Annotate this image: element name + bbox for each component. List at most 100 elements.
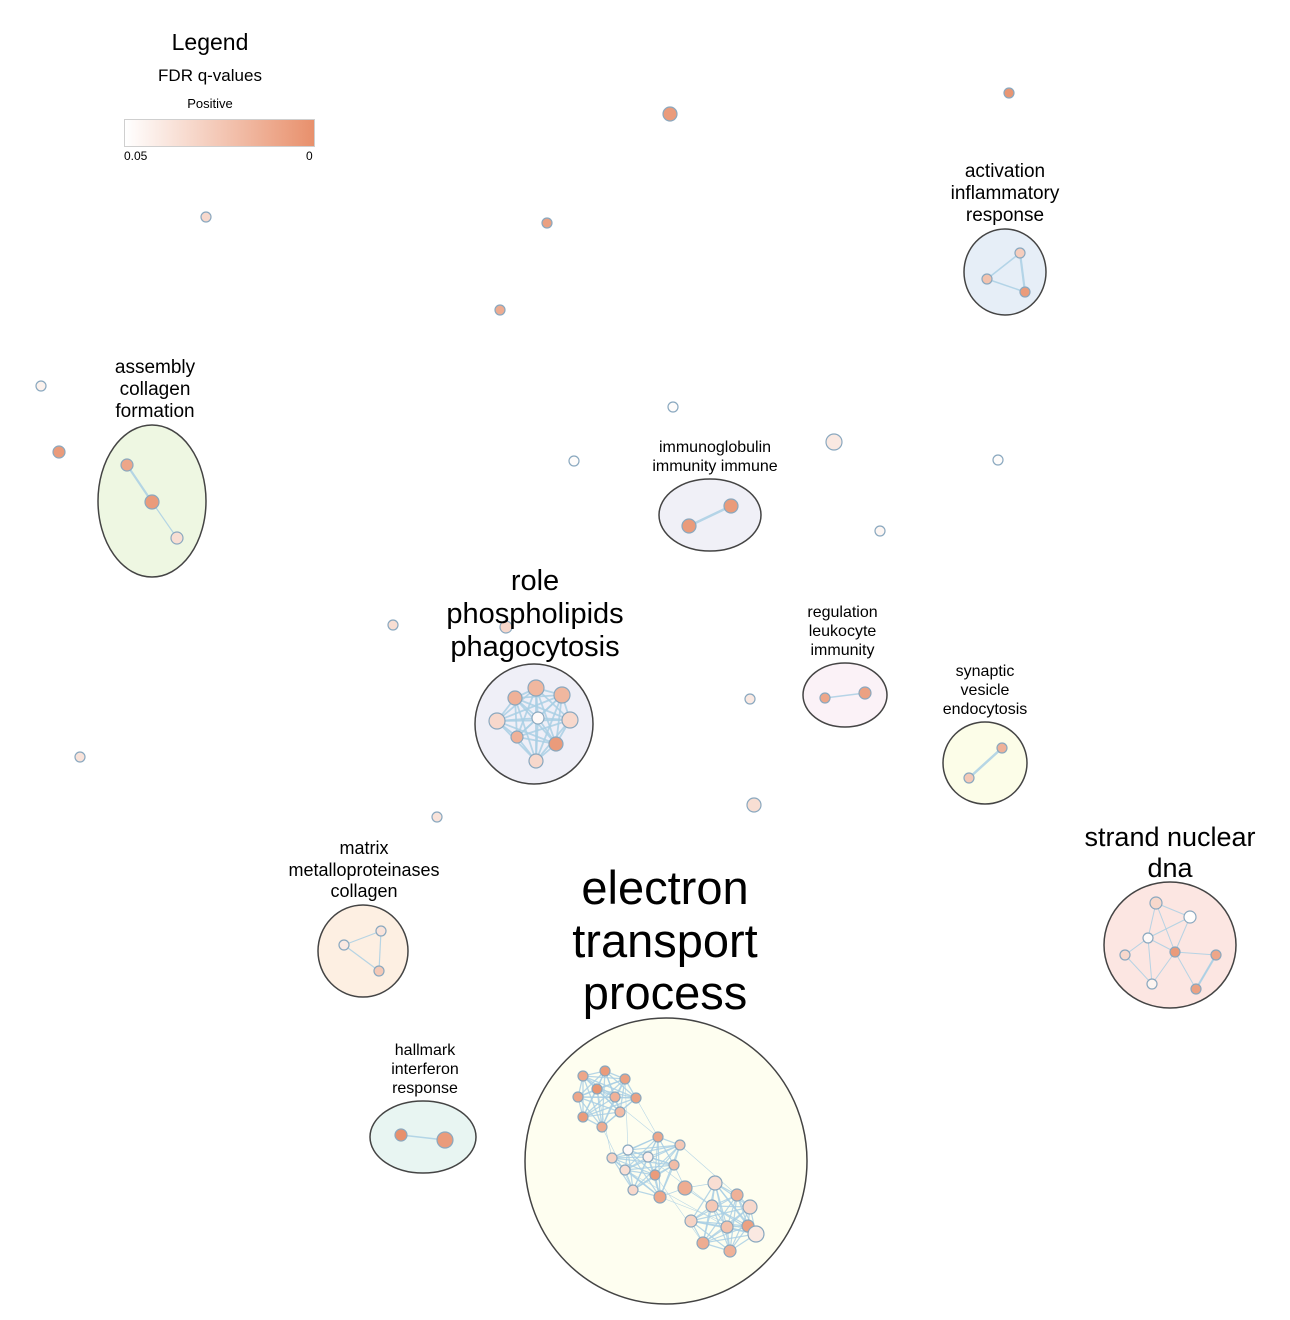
network-node [1119,949,1131,961]
network-node [74,751,86,763]
network-node [52,445,66,459]
network-edge [1124,954,1153,985]
network-node [144,494,160,510]
legend-scale-max: 0 [306,149,313,163]
network-node [488,712,506,730]
network-edge [1018,252,1027,293]
legend-scale-min: 0.05 [124,149,148,163]
cluster-ellipse-matrix [317,904,409,998]
network-node [1146,978,1158,990]
cluster-label-immunoglobulin: immunoglobulin immunity immune [652,439,778,476]
network-edge [624,1169,728,1228]
network-node [596,1121,608,1133]
network-node [723,498,739,514]
network-edge [582,1097,637,1118]
network-edge [535,694,563,762]
network-node [561,711,579,729]
network-node [1019,286,1031,298]
network-edge [624,1164,675,1171]
network-node [1142,932,1154,944]
network-node [825,433,843,451]
network-edge [654,1144,681,1176]
cluster-label-activation: activation inflammatory response [950,161,1060,227]
network-edge [611,1157,675,1166]
network-node [606,1152,618,1164]
network-node [744,693,756,705]
network-edge [968,747,1003,779]
network-edge [729,1194,738,1252]
network-edge [1174,951,1217,956]
network-node [494,304,506,316]
network-node [609,1091,621,1103]
network-node [528,753,544,769]
network-edge [986,252,1021,280]
network-edge [582,1096,616,1118]
network-node [667,401,679,413]
network-node [627,1184,639,1196]
network-edge [596,1088,603,1128]
network-node [1169,946,1181,958]
cluster-label-strand: strand nuclear dna [1084,822,1256,883]
network-node [373,965,385,977]
network-node [599,1065,611,1077]
network-node [120,458,134,472]
network-node [652,1131,664,1143]
network-edge [690,1220,749,1227]
network-edge [635,1097,675,1166]
network-node [375,925,387,937]
network-node [1149,896,1163,910]
network-node [730,1188,744,1202]
cluster-label-hallmark: hallmark interferon response [391,1042,459,1098]
network-edge [496,720,557,745]
legend-direction: Positive [187,96,233,111]
network-node [577,1070,589,1082]
network-edge [690,1206,751,1222]
network-edge [632,1156,649,1191]
network-edge [1147,937,1153,985]
network-node [572,1091,584,1103]
network-node [541,217,553,229]
network-node [531,711,545,725]
network-edge [702,1233,757,1244]
network-edge [343,944,380,972]
legend-color-scale [124,119,315,147]
network-edge [611,1156,649,1159]
network-node [507,690,523,706]
network-edge [1195,954,1217,990]
network-edge [659,1196,757,1235]
legend: Legend FDR q-values Positive 0.05 0 [110,25,320,170]
network-node [431,811,443,823]
cluster-ellipses [97,228,1237,1305]
network-edge [611,1144,681,1159]
network-edge [688,504,732,528]
network-node [981,273,993,285]
network-edge [986,278,1026,293]
network-edge [516,719,571,738]
network-node [677,1180,693,1196]
cluster-label-role: role phospholipids phagocytosis [446,565,624,663]
network-edge [714,1182,731,1252]
network-edge [577,1070,606,1098]
network-node [1190,983,1202,995]
network-node [696,1236,710,1250]
network-node [630,1092,642,1104]
network-edge [1147,916,1191,939]
network-node [747,1225,765,1243]
network-node [674,1139,686,1151]
network-node [996,742,1008,754]
cluster-label-matrix: matrix metalloproteinases collagen [288,838,440,902]
network-edge [679,1144,738,1196]
network-edge [654,1174,704,1244]
cluster-ellipse-activation [963,228,1047,316]
network-node [499,620,513,634]
network-node [1003,87,1015,99]
network-node [200,211,212,223]
network-node [705,1199,719,1213]
network-edge [496,694,563,722]
network-node [622,1144,634,1156]
network-node [992,454,1004,466]
network-node [436,1131,454,1149]
network-edge [582,1111,621,1118]
network-edge [343,930,382,946]
